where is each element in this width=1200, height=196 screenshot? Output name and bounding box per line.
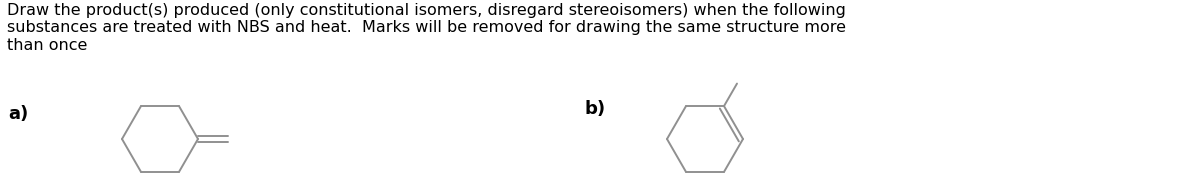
Text: b): b)	[586, 100, 606, 118]
Text: Draw the product(s) produced (only constitutional isomers, disregard stereoisome: Draw the product(s) produced (only const…	[7, 3, 846, 53]
Text: a): a)	[8, 105, 29, 123]
